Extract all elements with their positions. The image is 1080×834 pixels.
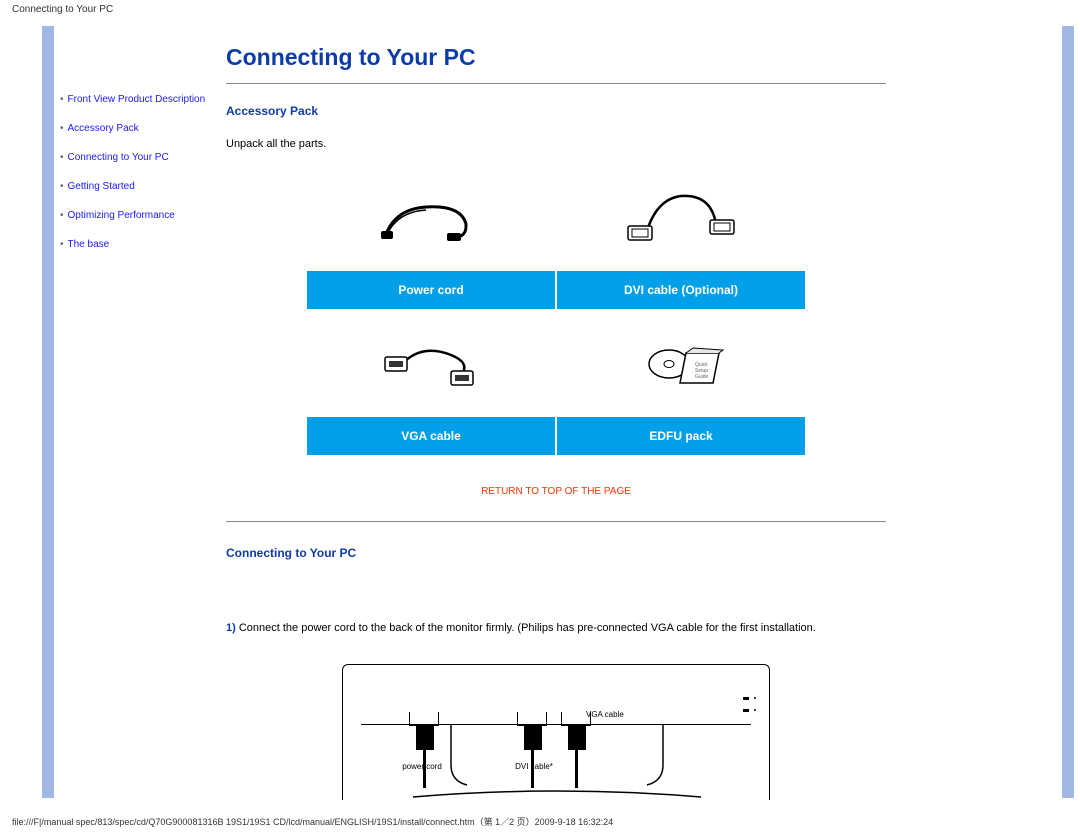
dvi-cable-label: DVI cable (Optional) — [556, 270, 806, 310]
sidebar-nav: •Front View Product Description •Accesso… — [60, 92, 210, 266]
vga-cable-image — [306, 322, 556, 408]
return-to-top-link[interactable]: RETURN TO TOP OF THE PAGE — [226, 486, 886, 497]
sidebar-item-getting-started[interactable]: •Getting Started — [60, 179, 210, 194]
main-content: Connecting to Your PC Accessory Pack Unp… — [226, 44, 886, 800]
accessory-images-row-2: Quick Setup Guide — [306, 322, 806, 408]
edfu-pack-icon: Quick Setup Guide — [631, 338, 731, 393]
accessory-grid: Power cord DVI cable (Optional) — [306, 176, 806, 456]
vga-cable-icon — [371, 335, 491, 395]
edfu-pack-image: Quick Setup Guide — [556, 322, 806, 408]
step-1-text: 1) Connect the power cord to the back of… — [226, 620, 886, 638]
right-decoration-bar — [1062, 26, 1074, 798]
sidebar-item-the-base[interactable]: •The base — [60, 237, 210, 252]
edfu-pack-label: EDFU pack — [556, 416, 806, 456]
vga-port-label: VGA cable — [586, 710, 642, 719]
sidebar-item-label: The base — [68, 239, 110, 250]
power-cord-label: Power cord — [306, 270, 556, 310]
power-port: power cord — [409, 712, 439, 726]
sidebar-item-label: Connecting to Your PC — [68, 152, 169, 163]
accessory-labels-row-2: VGA cable EDFU pack — [306, 416, 806, 456]
section-accessory-heading: Accessory Pack — [226, 104, 886, 118]
vga-port: VGA cable — [561, 712, 591, 726]
step-body: Connect the power cord to the back of th… — [236, 622, 816, 634]
unpack-instruction: Unpack all the parts. — [226, 138, 886, 150]
sidebar-item-label: Accessory Pack — [68, 123, 139, 134]
accessory-labels-row-1: Power cord DVI cable (Optional) — [306, 270, 806, 310]
divider — [226, 83, 886, 84]
vga-cable-label: VGA cable — [306, 416, 556, 456]
sidebar-item-label: Getting Started — [68, 181, 135, 192]
svg-text:Guide: Guide — [695, 374, 709, 380]
sidebar-item-accessory-pack[interactable]: •Accessory Pack — [60, 121, 210, 136]
sidebar-item-optimizing[interactable]: •Optimizing Performance — [60, 208, 210, 223]
divider — [226, 521, 886, 522]
sidebar-item-connecting[interactable]: •Connecting to Your PC — [60, 150, 210, 165]
sidebar-item-label: Optimizing Performance — [68, 210, 175, 221]
monitor-side-controls-icon — [741, 695, 763, 725]
section-connecting-heading: Connecting to Your PC — [226, 546, 886, 560]
step-number: 1) — [226, 622, 236, 634]
left-decoration-bar — [42, 26, 54, 798]
monitor-stand-icon — [343, 725, 769, 801]
breadcrumb: Connecting to Your PC — [12, 4, 113, 15]
power-cord-image — [306, 176, 556, 262]
sidebar-item-front-view[interactable]: •Front View Product Description — [60, 92, 210, 107]
dvi-port: DVI cable* — [517, 712, 547, 726]
footer-path: file:///F|/manual spec/813/spec/cd/Q70G9… — [12, 815, 613, 828]
page-title: Connecting to Your PC — [226, 44, 886, 71]
monitor-back-diagram: power cord DVI cable* VGA cable — [342, 664, 770, 800]
dvi-cable-image — [556, 176, 806, 262]
dvi-cable-icon — [616, 184, 746, 254]
accessory-images-row-1 — [306, 176, 806, 262]
sidebar-item-label: Front View Product Description — [68, 94, 206, 105]
power-cord-icon — [371, 189, 491, 249]
